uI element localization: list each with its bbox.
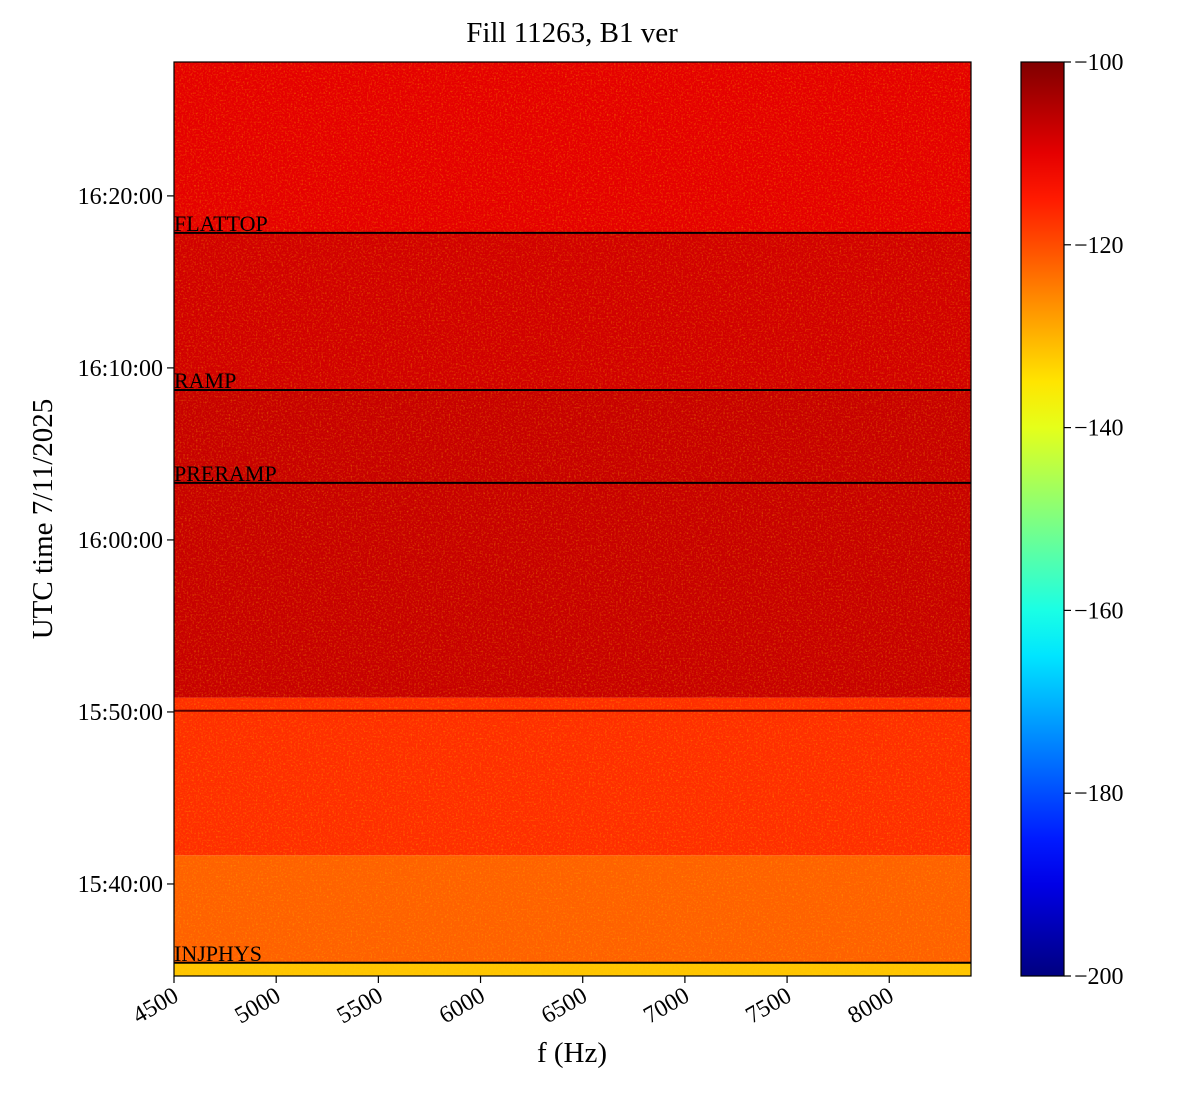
y-tick-label: 16:00:00 [78,528,163,554]
x-tick-label: 5000 [231,983,286,1030]
colorbar-tick-label: −160 [1074,598,1124,624]
event-label: PRERAMP [174,461,277,486]
colorbar-tick-label: −200 [1074,964,1124,990]
x-tick-label: 5500 [333,983,388,1030]
x-tick-label: 8000 [844,983,899,1030]
y-tick-label: 16:10:00 [78,356,163,382]
x-tick-label: 7000 [639,983,694,1030]
y-tick-label: 15:40:00 [78,872,163,898]
event-label: RAMP [174,368,236,393]
chart-title: Fill 11263, B1 ver [466,17,678,49]
y-tick-label: 15:50:00 [78,700,163,726]
event-label: FLATTOP [174,211,268,236]
colorbar-tick-label: −120 [1074,233,1124,259]
x-tick-label: 6000 [435,983,490,1030]
x-tick-label: 7500 [742,983,797,1030]
plot-area [174,62,971,976]
y-axis-label: UTC time 7/11/2025 [27,399,59,640]
y-tick-label: 16:20:00 [78,184,163,210]
x-tick-label: 4500 [128,983,183,1030]
colorbar [1020,61,1065,977]
event-label: INJPHYS [174,941,262,966]
x-tick-label: 6500 [537,983,592,1030]
colorbar-tick-label: −100 [1074,50,1124,76]
colorbar-tick-label: −140 [1074,416,1124,442]
x-axis-label: f (Hz) [537,1037,607,1069]
plot-frame [173,61,972,977]
colorbar-tick-label: −180 [1074,781,1124,807]
noise-texture [174,62,971,976]
